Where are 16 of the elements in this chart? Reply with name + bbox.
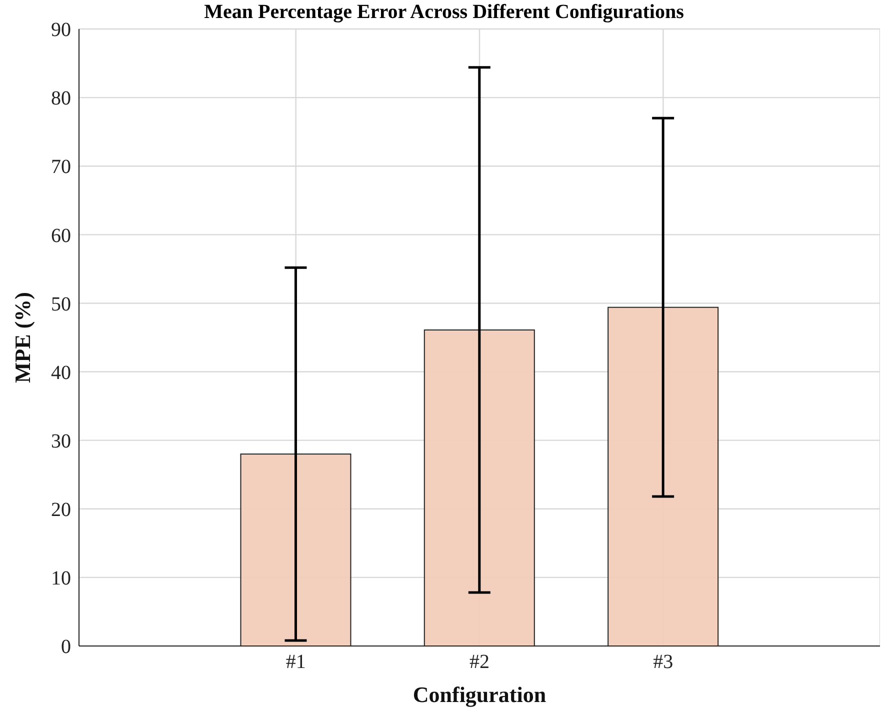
y-tick-label: 20 [51,498,71,521]
y-tick-label: 80 [51,88,71,110]
y-tick-label: 50 [51,293,71,316]
y-axis-title: MPE (%) [10,292,35,384]
y-tick-label: 10 [51,568,71,590]
y-tick-label: 70 [51,156,71,178]
y-tick-label: 90 [51,19,71,42]
x-axis-title: Configuration [412,682,546,707]
y-tick-label: 30 [51,430,71,452]
y-tick-label: 0 [61,636,71,658]
x-tick-label: #1 [286,651,306,674]
chart-title: Mean Percentage Error Across Different Configurations [204,1,684,23]
y-tick-label: 40 [51,362,71,384]
x-tick-label: #3 [653,651,674,674]
x-tick-label: #2 [470,651,490,674]
y-tick-label: 60 [51,224,71,247]
